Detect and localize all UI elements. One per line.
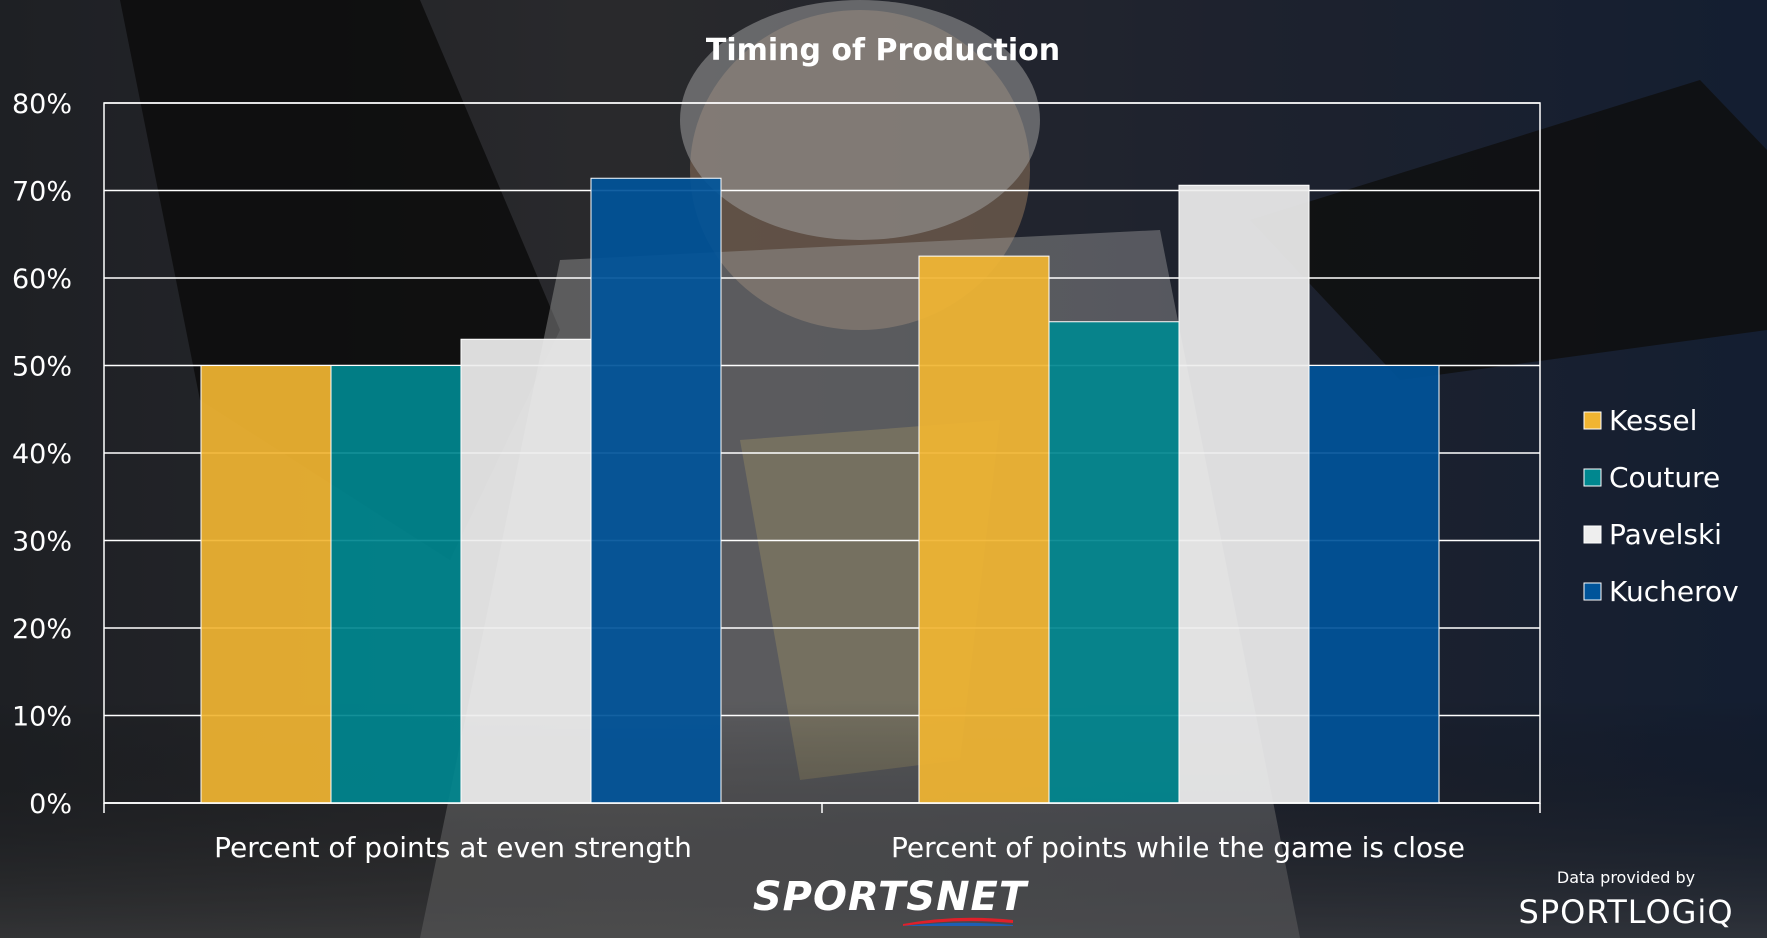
x-category-label: Percent of points at even strength [214,831,692,864]
y-tick-label: 40% [12,439,72,470]
legend-swatch-kucherov [1583,582,1602,601]
y-tick-label: 20% [12,614,72,645]
legend-label-pavelski: Pavelski [1609,518,1722,551]
chart-title: Timing of Production [706,33,1060,68]
legend-label-couture: Couture [1609,461,1720,494]
bar-kucherov-0 [590,177,722,804]
bar-couture-1 [1048,321,1180,804]
x-axis: Percent of points at even strength Percen… [103,802,1541,864]
y-tick-label: 10% [12,702,72,733]
sportlogiq-logo: SPORTLOGiQ [1518,893,1734,931]
bar-kucherov-1 [1308,365,1440,804]
legend-swatch-pavelski [1583,525,1602,544]
y-axis-ticks: 0% 10% 20% 30% 40% 50% 60% 70% 80% [12,89,72,820]
data-credit: Data provided by SPORTLOGiQ [1496,868,1756,931]
sportsnet-logo: SPORTSNET [735,874,1045,930]
y-tick-label: 80% [12,89,72,120]
y-tick-label: 70% [12,177,72,208]
bar-pavelski-0 [460,338,592,804]
bar-pavelski-1 [1178,184,1310,804]
legend-label-kucherov: Kucherov [1609,575,1739,608]
bars [200,177,1440,804]
y-tick-label: 0% [29,789,72,820]
legend: Kessel Couture Pavelski Kucherov [1583,404,1739,608]
y-tick-label: 60% [12,264,72,295]
x-category-label: Percent of points while the game is clos… [891,831,1465,864]
legend-swatch-couture [1583,468,1602,487]
credit-note: Data provided by [1556,868,1696,887]
bar-couture-0 [330,365,462,804]
bar-kessel-0 [200,365,332,804]
bar-kessel-1 [918,255,1050,804]
y-tick-label: 30% [12,527,72,558]
sportsnet-logo-text: SPORTSNET [752,874,1028,920]
logo-swoosh-icon [903,917,1013,926]
legend-label-kessel: Kessel [1609,404,1697,437]
legend-swatch-kessel [1583,411,1602,430]
y-tick-label: 50% [12,352,72,383]
